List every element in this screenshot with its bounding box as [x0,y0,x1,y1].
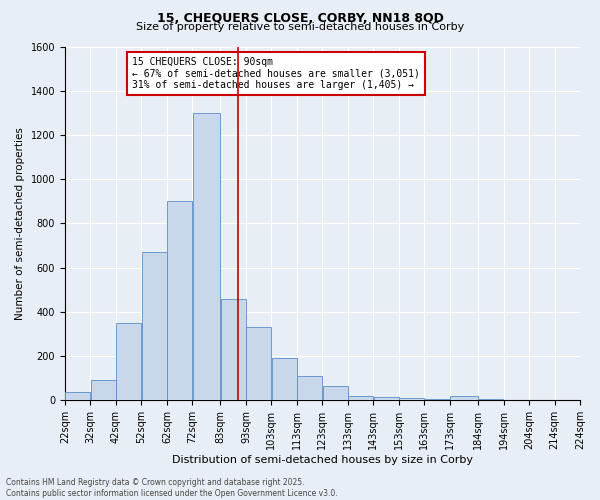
Y-axis label: Number of semi-detached properties: Number of semi-detached properties [15,127,25,320]
Bar [323,386,347,400]
Bar [425,399,449,400]
Bar [272,358,296,401]
Bar [221,298,245,400]
Text: Size of property relative to semi-detached houses in Corby: Size of property relative to semi-detach… [136,22,464,32]
Bar [116,323,141,400]
Bar [451,396,478,400]
Text: 15 CHEQUERS CLOSE: 90sqm
← 67% of semi-detached houses are smaller (3,051)
31% o: 15 CHEQUERS CLOSE: 90sqm ← 67% of semi-d… [132,57,420,90]
Bar [91,380,116,400]
Text: 15, CHEQUERS CLOSE, CORBY, NN18 8QD: 15, CHEQUERS CLOSE, CORBY, NN18 8QD [157,12,443,26]
Bar [349,396,373,400]
Bar [167,202,192,400]
Bar [374,397,398,400]
X-axis label: Distribution of semi-detached houses by size in Corby: Distribution of semi-detached houses by … [172,455,473,465]
Bar [298,376,322,400]
Bar [65,392,90,400]
Bar [142,252,167,400]
Bar [478,399,503,400]
Text: Contains HM Land Registry data © Crown copyright and database right 2025.
Contai: Contains HM Land Registry data © Crown c… [6,478,338,498]
Bar [193,113,220,401]
Bar [247,328,271,400]
Bar [400,398,424,400]
